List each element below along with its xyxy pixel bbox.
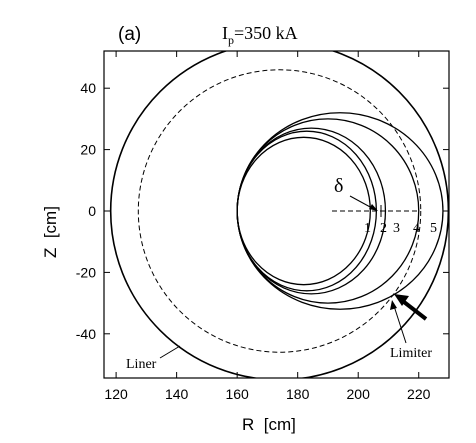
y-axis-ticks: 40 20 0 -20 -40 [76, 80, 449, 342]
surface-label-1: 1 [364, 221, 371, 236]
surface-label-5: 5 [430, 221, 437, 236]
liner-circle [109, 51, 449, 378]
y-tick-label: 0 [88, 203, 96, 219]
y-axis-label: Z [cm] [41, 206, 60, 258]
plot-title: Ip=350 kA [222, 23, 298, 47]
y-tick-label: 20 [80, 142, 96, 158]
x-tick-label: 220 [407, 386, 431, 402]
y-tick-label: -20 [76, 264, 96, 280]
limiter-circle [137, 69, 422, 353]
x-tick-label: 120 [104, 386, 128, 402]
surface-label-4: 4 [413, 221, 420, 236]
liner-pointer [159, 345, 181, 359]
delta-arrow-line [349, 195, 373, 209]
limiter-label: Limiter [390, 346, 432, 361]
x-tick-label: 160 [225, 386, 249, 402]
flux-surfaces [236, 112, 444, 310]
surface-label-2: 2 [380, 221, 387, 236]
limiter-pointer-head [390, 300, 397, 310]
delta-arrow-head [369, 204, 378, 211]
panel-label: (a) [118, 24, 141, 45]
title-subscript: p [228, 33, 234, 47]
flux-surface-2 [236, 130, 378, 292]
delta-label: δ [334, 175, 343, 197]
title-symbol: I [222, 23, 228, 43]
surface-label-3: 3 [393, 221, 400, 236]
title-value: =350 kA [234, 23, 298, 43]
x-tick-label: 200 [347, 386, 371, 402]
contact-point-arrow [402, 300, 428, 321]
x-tick-label: 140 [165, 386, 189, 402]
y-tick-label: 40 [80, 80, 96, 96]
x-tick-label: 180 [286, 386, 310, 402]
x-axis-label: R [cm] [242, 415, 296, 434]
liner-label: Liner [126, 357, 157, 372]
plot-frame [103, 50, 450, 379]
limiter-pointer [393, 305, 407, 344]
x-axis-ticks: 120 140 160 180 200 220 [104, 51, 431, 402]
contact-point-arrow-head [394, 294, 409, 306]
y-tick-label: -40 [76, 326, 96, 342]
flux-surface-5 [236, 112, 444, 310]
